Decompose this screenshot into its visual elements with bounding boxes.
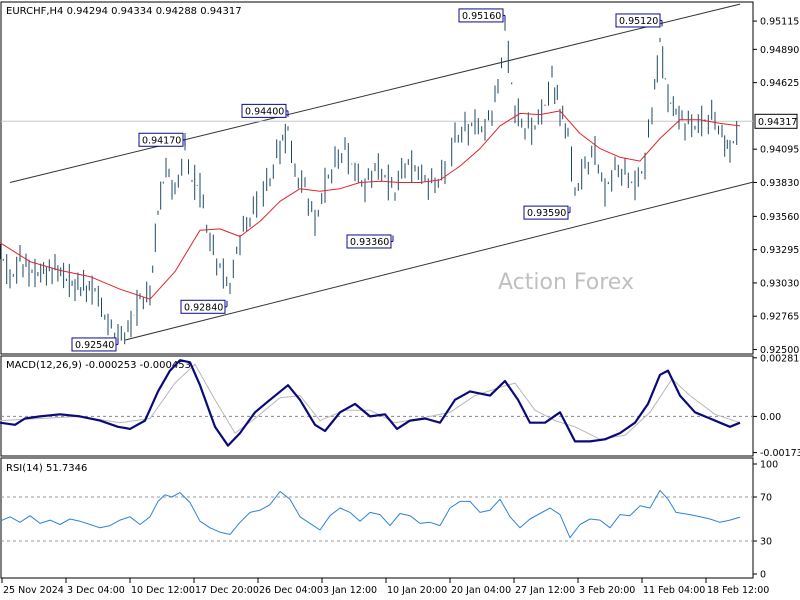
macd-axis: 0.002813 0.00 -0.001737: [753, 353, 800, 459]
callout-box: [458, 8, 504, 23]
open-value: 0.94294: [67, 6, 108, 17]
rsi-series: [0, 489, 753, 542]
time-tick-label: 3 Dec 04:00: [67, 585, 125, 596]
rsi-tick-label: 0: [760, 570, 766, 581]
price-callout: 0.94400: [241, 103, 289, 118]
watermark: Action Forex: [498, 270, 634, 295]
price-panel: EURCHF,H4 0.94294 0.94334 0.94288 0.9431…: [6, 6, 634, 295]
price-panel-frame: [0, 1, 754, 355]
price-tick-label: 0.92765: [760, 312, 799, 323]
rsi-panel: RSI(14) 51.7346: [6, 463, 87, 474]
callout-label: 0.92540: [75, 340, 114, 351]
price-tick-label: 0.94625: [760, 78, 799, 89]
channel-lower-line: [124, 181, 755, 341]
callout-label: 0.95160: [462, 11, 501, 22]
time-tick-label: 20 Jan 04:00: [451, 585, 511, 596]
callout-box: [615, 13, 661, 28]
price-callout: 0.92840: [180, 299, 228, 314]
rsi-tick-label: 30: [760, 537, 772, 548]
macd-panel-frame: [0, 355, 754, 457]
callout-box: [523, 205, 569, 220]
price-tick-label: 0.94890: [760, 45, 799, 56]
callout-box: [138, 132, 184, 147]
price-tick-label: 0.92500: [760, 345, 799, 356]
macd-tick-label: 0.002813: [760, 353, 800, 364]
close-value: 0.94317: [200, 6, 241, 17]
price-tick-label: 0.93830: [760, 178, 799, 189]
time-tick-label: 25 Nov 2024: [3, 585, 64, 596]
channel-upper-line: [9, 3, 741, 183]
low-value: 0.94288: [156, 6, 197, 17]
time-tick-label: 18 Feb 12:00: [707, 585, 769, 596]
rsi-panel-frame: [0, 457, 754, 579]
moving-average-line: [0, 110, 741, 300]
price-callout: 0.94170: [138, 132, 186, 147]
price-tick-label: 0.94095: [760, 145, 799, 156]
callout-box: [241, 103, 287, 118]
callout-label: 0.92840: [184, 302, 223, 313]
time-tick-label: 3 Feb 20:00: [579, 585, 635, 596]
price-callout: 0.95160: [458, 8, 506, 23]
callout-label: 0.94170: [142, 135, 181, 146]
rsi-header: RSI(14) 51.7346: [6, 463, 87, 474]
callout-box: [346, 234, 392, 249]
callout-label: 0.95120: [619, 16, 658, 27]
price-header: EURCHF,H4 0.94294 0.94334 0.94288 0.9431…: [6, 6, 242, 17]
rsi-tick-label: 100: [760, 460, 778, 471]
current-price-box: [754, 113, 798, 129]
callout-label: 0.93590: [527, 208, 566, 219]
high-value: 0.94334: [111, 6, 152, 17]
price-tick-label: 0.95115: [760, 17, 799, 28]
macd-main-line: [0, 359, 741, 447]
callout-box: [71, 337, 117, 352]
callout-label: 0.93360: [350, 237, 389, 248]
macd-tick-label: -0.001737: [760, 448, 800, 459]
rsi-tick-label: 70: [760, 493, 772, 504]
price-callout: 0.93360: [346, 234, 394, 249]
time-tick-label: 17 Dec 20:00: [195, 585, 259, 596]
price-tick-label: 0.93560: [760, 212, 799, 223]
time-axis: 25 Nov 2024 3 Dec 04:00 10 Dec 12:00 17 Dec…: [1, 578, 769, 596]
macd-panel: MACD(12,26,9) -0.000253 -0.000453: [6, 360, 191, 371]
time-tick-label: 3 Jan 12:00: [323, 585, 377, 596]
macd-header: MACD(12,26,9) -0.000253 -0.000453: [6, 360, 191, 371]
price-tick-label: 0.93295: [760, 245, 799, 256]
price-callout: 0.93590: [523, 205, 571, 220]
time-tick-label: 26 Dec 04:00: [259, 585, 323, 596]
macd-tick-label: 0.00: [760, 412, 781, 423]
price-callout: 0.95120: [615, 13, 663, 28]
price-axis: 0.95115 0.94890 0.94625 0.94095 0.93830 0.935…: [753, 17, 799, 356]
current-price-tag: 0.94317: [754, 113, 798, 129]
time-tick-label: 10 Jan 20:00: [387, 585, 447, 596]
time-tick-label: 10 Dec 12:00: [131, 585, 195, 596]
macd-series: [0, 359, 753, 447]
time-tick-label: 27 Jan 12:00: [515, 585, 575, 596]
current-price-label: 0.94317: [758, 117, 797, 128]
callout-label: 0.94400: [245, 106, 284, 117]
price-callout: 0.92540: [71, 337, 119, 352]
price-annotations: 0.92540 0.92840 0.94170 0.94400 0.93360 0.951…: [71, 8, 663, 352]
macd-signal-line: [0, 363, 741, 440]
rsi-axis: 100 70 30 0: [753, 460, 778, 581]
rsi-line: [0, 489, 741, 539]
callout-box: [180, 299, 226, 314]
time-tick-label: 11 Feb 04:00: [643, 585, 705, 596]
price-series: 0.94317: [0, 3, 798, 351]
symbol-label: EURCHF,H4: [6, 6, 63, 17]
price-tick-label: 0.93030: [760, 278, 799, 289]
